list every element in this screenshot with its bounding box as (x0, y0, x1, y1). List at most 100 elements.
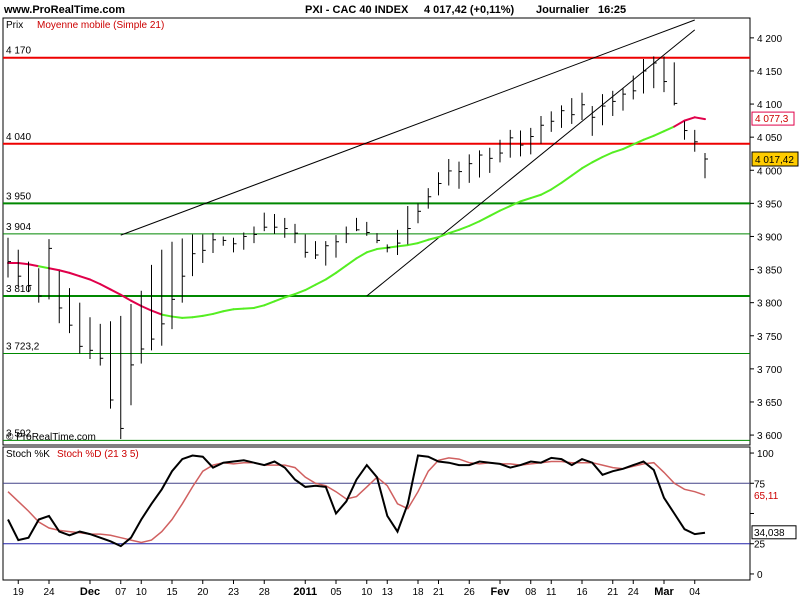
period-label: Journalier (536, 4, 590, 16)
x-tick-label: 24 (628, 587, 640, 598)
y-tick-label: 4 150 (757, 67, 782, 78)
level-label: 3 592 (6, 428, 31, 439)
x-tick-label: Mar (654, 586, 674, 598)
ma-segment (130, 299, 143, 307)
ma-last-box (751, 111, 795, 126)
ma-segment (355, 251, 368, 260)
ma-segment (191, 314, 204, 319)
level-label: 3 723,2 (6, 342, 40, 353)
ma-segment (581, 161, 594, 170)
ma-segment (140, 304, 153, 312)
trend-line (366, 29, 696, 297)
ma-segment (283, 293, 296, 299)
y-tick-label: 4 200 (757, 34, 782, 45)
ma-segment (683, 116, 696, 122)
ma-segment (37, 265, 50, 270)
x-tick-label: 10 (361, 587, 373, 598)
y-tick-label: 3 650 (757, 398, 782, 409)
x-tick-label: 08 (525, 587, 537, 598)
y-tick-label: 3 800 (757, 299, 782, 310)
level-label: 3 810 (6, 284, 31, 295)
copyright: © ProRealTime.com (6, 432, 96, 443)
ma-last-label: 4 077,3 (755, 114, 789, 125)
ma-segment (652, 130, 665, 137)
quote-value: 4 017,42 (+0,11%) (424, 4, 515, 16)
x-tick-label: 21 (433, 587, 445, 598)
ma-segment (48, 267, 61, 272)
y-tick-label: 3 700 (757, 365, 782, 376)
time-label: 16:25 (598, 4, 626, 16)
x-tick-label: Fev (491, 586, 511, 598)
last-price-label: 4 017,42 (755, 155, 794, 166)
trend-line (120, 19, 695, 236)
x-tick-label: Dec (80, 586, 100, 598)
ma-segment (89, 278, 102, 286)
x-tick-label: 16 (576, 587, 588, 598)
ma-segment (396, 244, 409, 248)
ma-segment (591, 156, 604, 164)
ma-segment (150, 309, 163, 316)
price-axis: 4 200 4 150 4 100 4 050 4 000 3 950 3 900 3 850… (750, 34, 799, 442)
x-tick-label: 15 (166, 587, 178, 598)
ma-segment (488, 209, 501, 217)
ma-segment (109, 288, 122, 296)
level-label: 3 950 (6, 191, 31, 202)
x-tick-label: 04 (689, 587, 701, 598)
ma-segment (529, 193, 542, 200)
y-tick-label: 4 100 (757, 100, 782, 111)
ma-segment (253, 304, 266, 309)
stoch-level-label: 75 (754, 479, 766, 490)
y-tick-label: 3 600 (757, 431, 782, 442)
ma-segment (550, 181, 563, 191)
moving-average (7, 116, 706, 319)
stoch-level-label: 25 (754, 540, 766, 551)
y-tick-label: 3 950 (757, 199, 782, 210)
ma-segment (273, 296, 286, 303)
ma-segment (294, 289, 307, 296)
stoch-lines (7, 454, 706, 548)
x-tick-label: 05 (330, 587, 342, 598)
ma-segment (509, 200, 522, 208)
stoch-y-tick-label: 100 (757, 449, 774, 460)
ma-segment (468, 220, 481, 227)
ma-segment (693, 116, 706, 121)
y-tick-label: 3 750 (757, 332, 782, 343)
stoch-y-tick-label: 0 (757, 570, 763, 581)
ma-segment (242, 306, 255, 310)
ma-segment (171, 315, 184, 319)
y-tick-label: 4 050 (757, 133, 782, 144)
ma-segment (632, 138, 645, 146)
x-tick-label: 26 (464, 587, 476, 598)
ma-segment (406, 242, 419, 247)
ma-segment (437, 232, 450, 239)
stoch-k-last-label: 34,038 (754, 528, 785, 539)
ma-segment (560, 174, 573, 184)
level-label: 3 904 (6, 222, 31, 233)
ma-segment (376, 246, 389, 251)
x-tick-label: 24 (43, 587, 55, 598)
y-tick-label: 4 000 (757, 166, 782, 177)
ma-segment (119, 293, 132, 302)
ma-segment (345, 257, 358, 267)
level-label: 4 040 (6, 132, 31, 143)
ma-segment (663, 125, 676, 133)
ma-legend: Moyenne mobile (Simple 21) (37, 20, 164, 31)
x-axis: 19 24 Dec 07 10 15 20 23 28 2011 05 10 13 18 21 26 Fev 08… (3, 579, 750, 598)
y-tick-label: 3 900 (757, 232, 782, 243)
ma-segment (314, 278, 327, 286)
stoch-levels (3, 482, 750, 545)
x-tick-label: 23 (228, 587, 240, 598)
trend-lines (120, 19, 696, 297)
x-tick-label: 11 (546, 587, 557, 598)
ma-segment (540, 188, 553, 196)
ma-segment (263, 300, 276, 307)
x-tick-label: 28 (259, 587, 271, 598)
ma-segment (427, 236, 440, 241)
stoch-axis: 100 0 75 25 65,11 34,038 (750, 449, 797, 581)
x-tick-label: 20 (197, 587, 209, 598)
y-tick-label: 3 850 (757, 266, 782, 277)
ma-segment (304, 283, 317, 292)
price-panel-frame (2, 17, 751, 446)
ma-segment (478, 214, 491, 223)
stoch-d-line (7, 457, 706, 544)
